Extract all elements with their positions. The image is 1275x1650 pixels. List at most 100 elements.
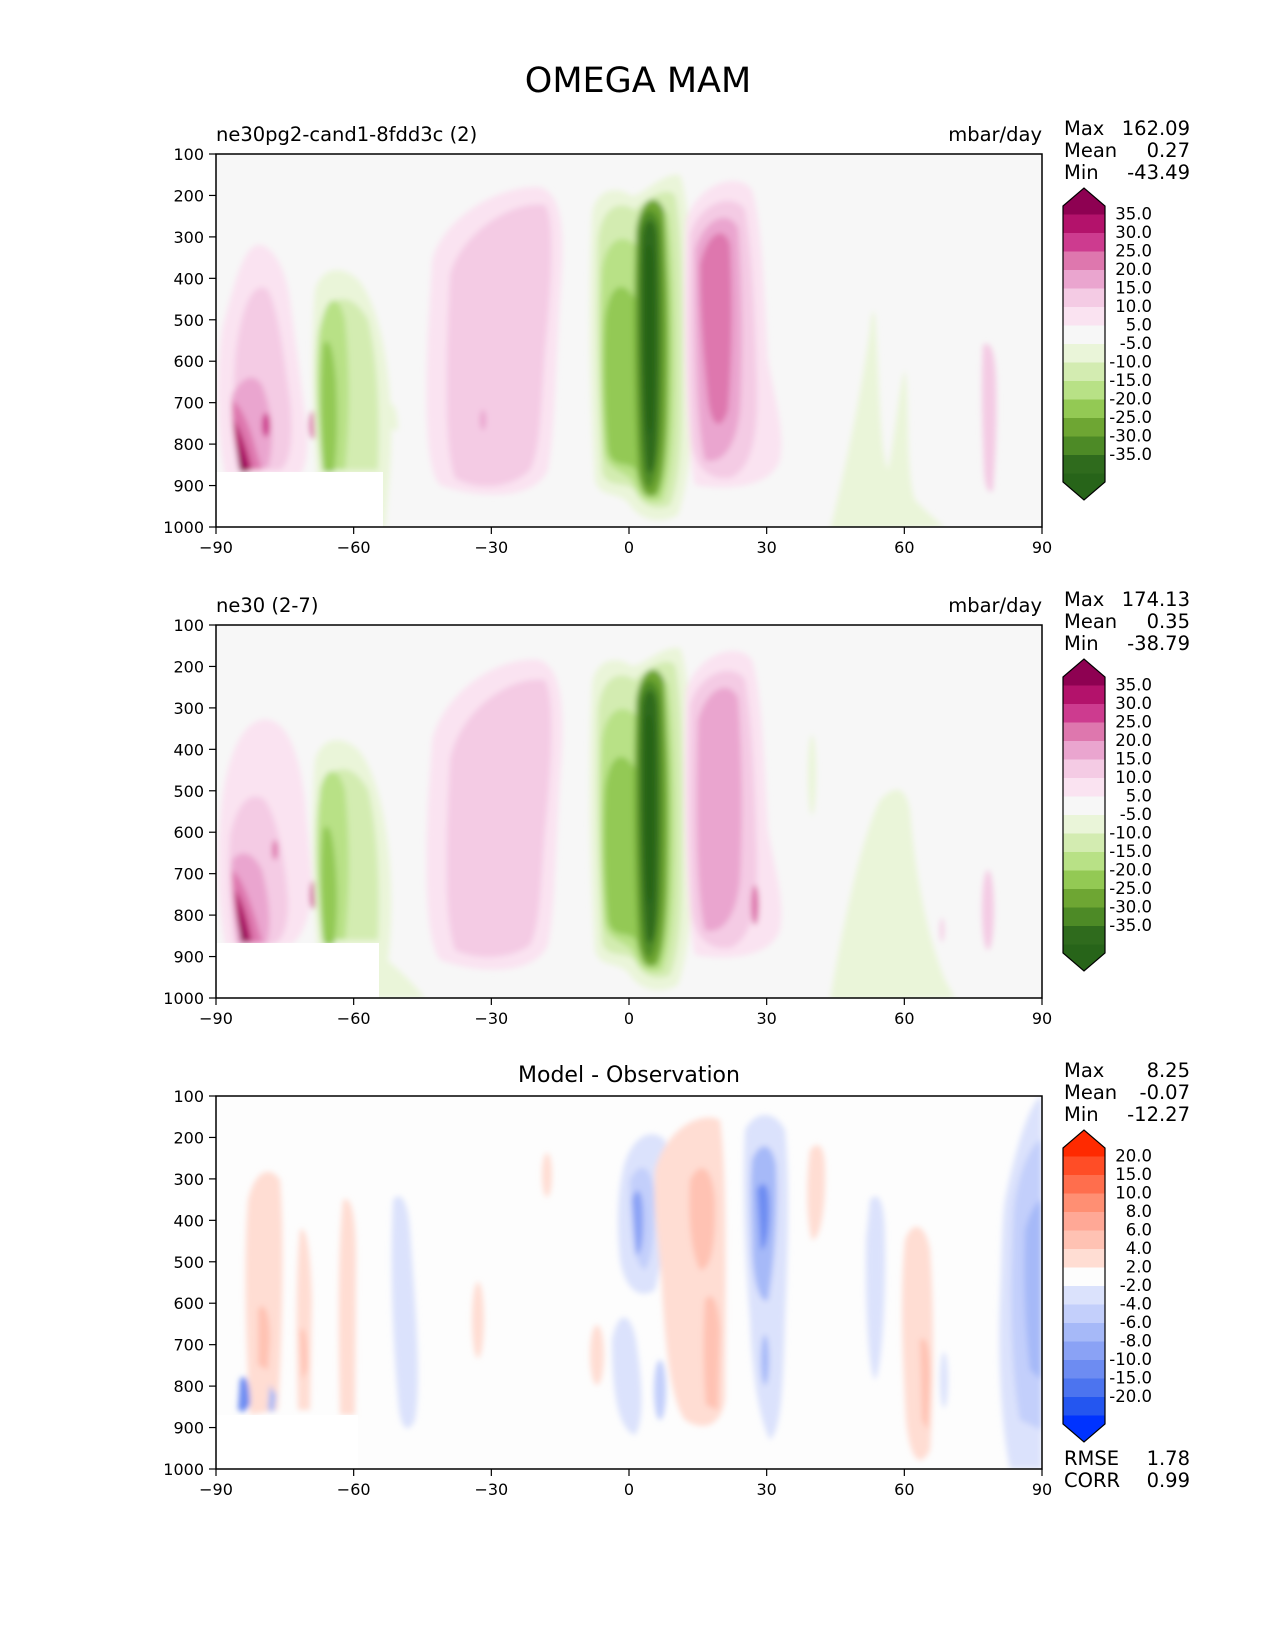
panel-title: ne30 (2-7) — [216, 594, 318, 617]
stats-block: Max 162.09 Mean 0.27 Min -43.49 — [1064, 117, 1190, 184]
colorbar-label: 35.0 — [1115, 676, 1152, 695]
colorbar-segment — [1063, 381, 1105, 400]
colorbar-segment — [1063, 870, 1105, 889]
y-tick-label: 200 — [173, 657, 204, 676]
colorbar-segment — [1063, 704, 1105, 723]
colorbar-outline — [1062, 658, 1106, 972]
colorbar-segment — [1063, 944, 1105, 971]
colorbar-label: 35.0 — [1115, 205, 1152, 224]
y-tick-label: 700 — [173, 865, 204, 884]
x-tick-label: 60 — [894, 1480, 914, 1499]
x-tick-label: 60 — [894, 538, 914, 557]
colorbar-segment — [1063, 926, 1105, 945]
stat-max-label: Max — [1064, 1059, 1104, 1082]
y-tick-label: 600 — [173, 1294, 204, 1313]
colorbar-segment — [1063, 815, 1105, 834]
y-tick-label: 500 — [173, 782, 204, 801]
colorbar-segment — [1063, 436, 1105, 455]
x-tick-label: 30 — [756, 1009, 776, 1028]
colorbar-segment — [1063, 362, 1105, 381]
stat-min-value: -12.27 — [1127, 1103, 1190, 1126]
colorbar-label: -6.0 — [1120, 1313, 1152, 1332]
colorbar-segment — [1063, 1175, 1105, 1194]
colorbar-label: 20.0 — [1115, 731, 1152, 750]
panel-title: ne30pg2-cand1-8fdd3c (2) — [216, 123, 477, 146]
colorbar-label: 30.0 — [1115, 223, 1152, 242]
x-tick-label: −90 — [199, 1009, 233, 1028]
stat-mean-value: 0.27 — [1147, 139, 1190, 162]
stat-mean-value: -0.07 — [1140, 1081, 1190, 1104]
colorbar-segment — [1063, 1286, 1105, 1305]
rmse-label: RMSE — [1064, 1447, 1119, 1470]
colorbar-segment — [1063, 1212, 1105, 1231]
x-axis: −90 −60 −30 0 30 60 90 — [199, 527, 1052, 557]
y-tick-label: 1000 — [163, 989, 204, 1008]
colorbar-label: -10.0 — [1109, 824, 1152, 843]
colorbar-segment — [1063, 759, 1105, 778]
y-tick-label: 1000 — [163, 518, 204, 537]
y-tick-label: 800 — [173, 435, 204, 454]
x-tick-label: −90 — [199, 538, 233, 557]
colorbar-label: -35.0 — [1109, 445, 1152, 464]
x-tick-label: −30 — [474, 1480, 508, 1499]
colorbar-segment — [1063, 399, 1105, 418]
x-axis: −90 −60 −30 0 30 60 90 — [199, 998, 1052, 1028]
colorbar-label: -10.0 — [1109, 353, 1152, 372]
colorbar-label: -8.0 — [1120, 1332, 1152, 1351]
colorbar-segment — [1063, 1304, 1105, 1323]
colorbar-label: 15.0 — [1115, 279, 1152, 298]
colorbar-label: 6.0 — [1126, 1221, 1152, 1240]
colorbar: 20.015.010.08.06.04.02.0-2.0-4.0-6.0-8.0… — [1062, 1129, 1152, 1443]
colorbar-label: -30.0 — [1109, 898, 1152, 917]
stat-mean-value: 0.35 — [1147, 610, 1190, 633]
colorbar-segment — [1063, 722, 1105, 741]
colorbar-segment — [1063, 1323, 1105, 1342]
rmse-value: 1.78 — [1147, 1447, 1190, 1470]
colorbar: 35.030.025.020.015.010.05.0-5.0-10.0-15.… — [1062, 658, 1152, 972]
contour-field — [216, 625, 1042, 998]
colorbar-segment — [1063, 418, 1105, 437]
colorbar-label: 15.0 — [1115, 1165, 1152, 1184]
colorbar-label: 4.0 — [1126, 1239, 1152, 1258]
colorbar-label: -10.0 — [1109, 1350, 1152, 1369]
colorbar-segment — [1063, 1249, 1105, 1268]
colorbar-segment — [1063, 344, 1105, 363]
panel-reference: −90 −60 −30 0 30 60 90 100 200 300 400 500 600 700 80… — [163, 588, 1190, 1028]
panel-model: −90 −60 −30 0 30 60 90 100 200 300 400 500 600 700 80… — [163, 117, 1190, 557]
y-axis: 100 200 300 400 500 600 700 800 900 1000 — [163, 145, 216, 537]
x-tick-label: −60 — [337, 1480, 371, 1499]
colorbar-segment — [1063, 251, 1105, 270]
colorbar-segment — [1063, 188, 1105, 215]
colorbar-segment — [1063, 1397, 1105, 1416]
colorbar-segment — [1063, 1130, 1105, 1157]
stat-mean-label: Mean — [1064, 139, 1117, 162]
colorbar-label: 10.0 — [1115, 768, 1152, 787]
colorbar-segment — [1063, 833, 1105, 852]
colorbar-label: 8.0 — [1126, 1202, 1152, 1221]
colorbar-label: -30.0 — [1109, 427, 1152, 446]
colorbar-label: -20.0 — [1109, 390, 1152, 409]
x-tick-label: −60 — [337, 538, 371, 557]
colorbar: 35.030.025.020.015.010.05.0-5.0-10.0-15.… — [1062, 187, 1152, 501]
y-tick-label: 300 — [173, 228, 204, 247]
colorbar-segment — [1063, 307, 1105, 326]
colorbar-label: 20.0 — [1115, 260, 1152, 279]
stat-min-value: -43.49 — [1127, 161, 1190, 184]
colorbar-label: 10.0 — [1115, 297, 1152, 316]
colorbar-label: 25.0 — [1115, 242, 1152, 261]
units-label: mbar/day — [948, 594, 1042, 617]
x-tick-label: 0 — [624, 538, 634, 557]
metrics-block: RMSE 1.78 CORR 0.99 — [1064, 1447, 1190, 1492]
colorbar-label: 10.0 — [1115, 1184, 1152, 1203]
colorbar-label: -5.0 — [1120, 334, 1152, 353]
stat-min-label: Min — [1064, 161, 1099, 184]
x-tick-label: 90 — [1032, 1009, 1052, 1028]
y-tick-label: 200 — [173, 1128, 204, 1147]
stat-min-label: Min — [1064, 1103, 1099, 1126]
x-tick-label: 90 — [1032, 538, 1052, 557]
colorbar-label: 5.0 — [1126, 787, 1152, 806]
y-tick-label: 200 — [173, 186, 204, 205]
y-tick-label: 400 — [173, 1211, 204, 1230]
y-tick-label: 900 — [173, 948, 204, 967]
